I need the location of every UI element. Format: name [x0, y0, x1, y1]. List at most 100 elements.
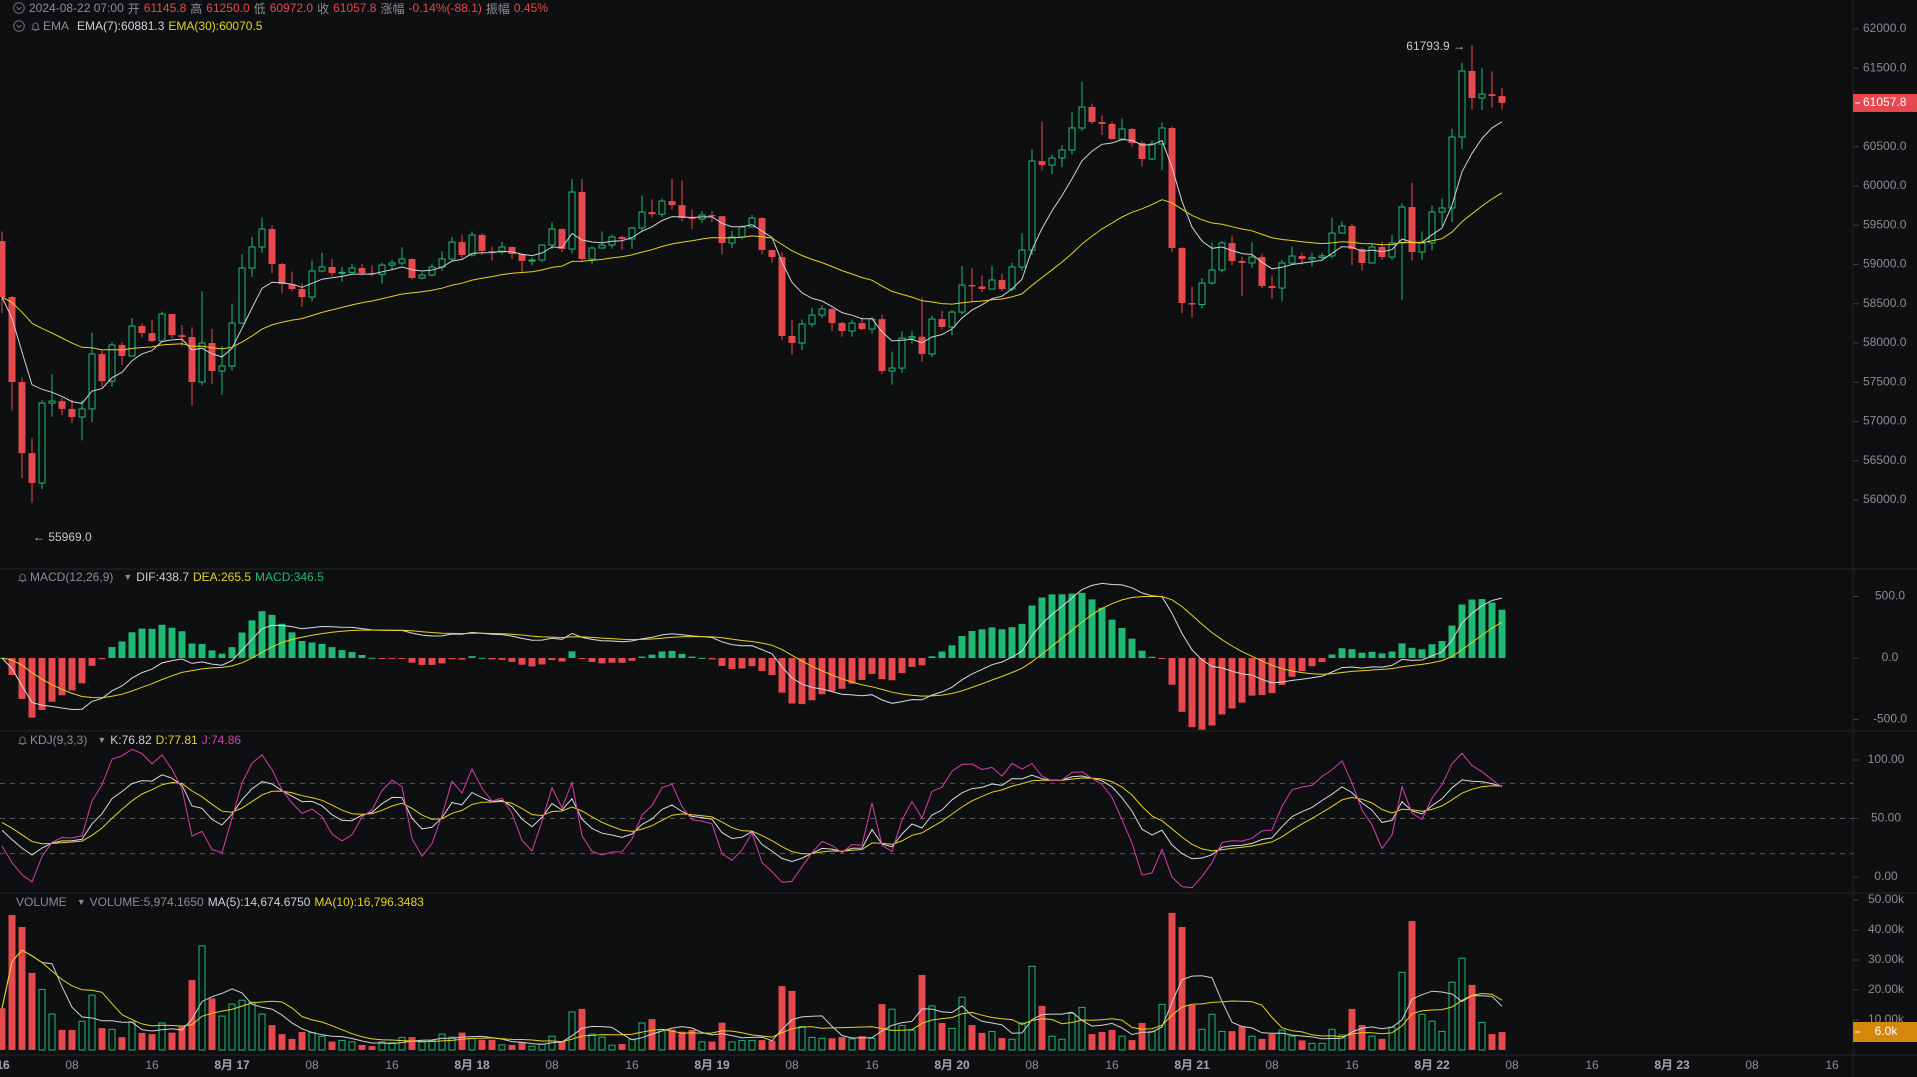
candle	[848, 319, 856, 337]
volume-bar	[528, 1045, 536, 1051]
candle	[278, 262, 286, 294]
macd-bar	[958, 636, 966, 658]
candle-body	[898, 337, 906, 369]
volume-bar	[1498, 1032, 1506, 1050]
volume-bar	[98, 1028, 106, 1050]
candle	[1018, 233, 1026, 271]
candle-body	[188, 337, 196, 383]
volume-bar	[1238, 1026, 1246, 1050]
caret-down-icon[interactable]: ▼	[123, 572, 133, 582]
ema30-line	[1, 192, 1503, 351]
macd-bar	[998, 629, 1006, 658]
ema-indicator-name[interactable]: EMA	[43, 19, 70, 33]
macd-bar	[1248, 658, 1256, 696]
macd-bar	[318, 643, 326, 658]
time-axis-label: 8月 21	[1174, 1058, 1210, 1072]
macd-bar	[1038, 597, 1046, 658]
k-value: K:76.82	[110, 733, 152, 747]
candle	[68, 399, 76, 424]
macd-bar	[728, 658, 736, 669]
volume-bar	[1008, 1038, 1016, 1051]
volume-bar	[488, 1039, 496, 1050]
candle	[548, 222, 556, 249]
candle-body	[718, 216, 726, 243]
candle	[648, 199, 656, 218]
macd-bar	[818, 658, 826, 695]
candle	[128, 317, 136, 357]
volume-value: VOLUME:5,974.1650	[89, 895, 204, 909]
macd-indicator-name[interactable]: MACD(12,26,9)	[30, 570, 114, 584]
volume-bar	[1148, 1030, 1156, 1051]
price-tick-label: 57500.0	[1863, 374, 1907, 388]
candle-body	[668, 201, 676, 206]
candle	[878, 314, 886, 374]
macd-bar	[808, 658, 816, 701]
volume-bar	[1478, 1021, 1486, 1051]
volume-bar	[948, 1027, 956, 1051]
volume-bar	[298, 1032, 306, 1050]
candle-body	[258, 228, 266, 248]
macd-bar	[1048, 594, 1056, 658]
volume-bar	[958, 996, 966, 1051]
macd-bar	[278, 623, 286, 658]
current-price-tag	[1853, 93, 1917, 112]
macd-bar	[1458, 604, 1466, 658]
macd-bar	[38, 658, 46, 710]
candle-body	[1408, 207, 1416, 253]
macd-bar	[688, 656, 696, 658]
candle-body	[1268, 286, 1276, 289]
macd-bar	[68, 658, 76, 691]
chevron-circle-icon[interactable]	[12, 2, 25, 15]
volume-bar	[188, 980, 196, 1050]
candle-body	[268, 229, 276, 265]
macd-bar	[548, 658, 556, 661]
j-line	[1, 748, 1503, 889]
macd-bar	[1158, 658, 1166, 659]
candle-body	[628, 227, 636, 240]
volume-bar	[88, 994, 96, 1051]
macd-bar	[708, 658, 716, 660]
candle	[588, 246, 596, 265]
volume-bar	[388, 1042, 396, 1051]
candle-body	[1028, 160, 1036, 251]
candle-body	[1078, 106, 1086, 129]
candle-body	[58, 401, 66, 409]
kdj-indicator-name[interactable]: KDJ(9,3,3)	[30, 733, 88, 747]
caret-down-icon[interactable]: ▼	[76, 897, 86, 907]
bell-icon[interactable]	[16, 734, 29, 747]
macd-bar	[238, 632, 246, 658]
volume-bar	[128, 1021, 136, 1051]
volume-bar	[158, 1022, 166, 1051]
volume-bar	[748, 1039, 756, 1051]
macd-bar	[1058, 594, 1066, 658]
candle	[558, 228, 566, 252]
candle-body	[988, 279, 996, 290]
candle	[498, 241, 506, 255]
macd-bar	[738, 658, 746, 669]
candle	[798, 319, 806, 351]
candle-body	[158, 313, 166, 342]
time-axis-label: 08	[305, 1058, 319, 1072]
candle-body	[1048, 157, 1056, 166]
candle	[1488, 71, 1496, 108]
candle	[18, 377, 26, 479]
candle	[198, 291, 206, 386]
candle-body	[778, 257, 786, 337]
caret-down-icon[interactable]: ▼	[97, 735, 107, 745]
volume-bar	[238, 999, 246, 1051]
volume-indicator-name[interactable]: VOLUME	[16, 895, 67, 909]
bell-icon[interactable]	[29, 20, 42, 33]
volume-bar	[618, 1044, 626, 1050]
candle	[8, 295, 16, 411]
volume-bar	[8, 915, 16, 1050]
kdj-tick-label: 100.00	[1868, 752, 1905, 766]
bell-icon[interactable]	[16, 571, 29, 584]
volume-bar	[1158, 1003, 1166, 1051]
chevron-circle-icon[interactable]	[12, 20, 25, 33]
volume-bar	[908, 1029, 916, 1051]
macd-bar	[368, 657, 376, 659]
volume-bar	[1308, 1042, 1316, 1051]
candle-body	[648, 212, 656, 215]
volume-bar	[678, 1031, 686, 1050]
